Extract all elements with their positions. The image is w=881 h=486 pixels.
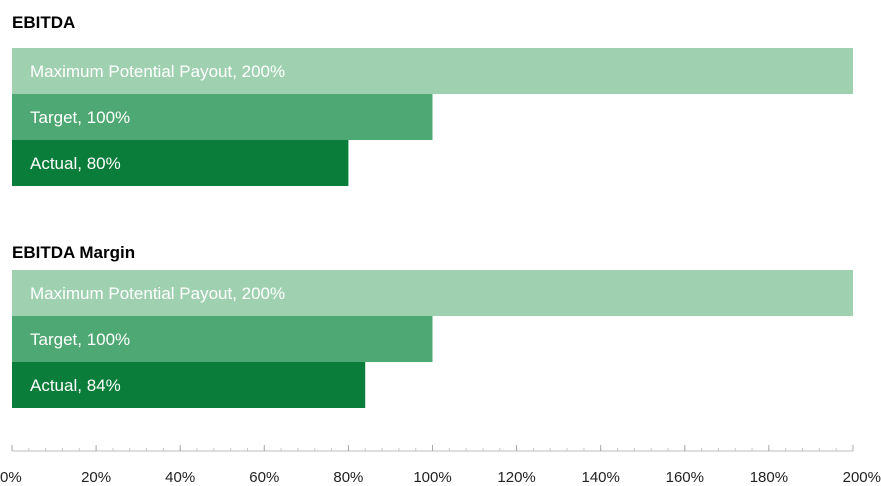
bar-group: EBITDA Maximum Potential Payout, 200% Targ…	[12, 13, 853, 186]
bar-label: Actual, 80%	[30, 154, 121, 173]
x-tick-label: 160%	[666, 469, 704, 486]
x-tick-label: 40%	[165, 469, 195, 486]
bar	[12, 94, 433, 140]
x-tick-label: 140%	[582, 469, 620, 486]
bar	[12, 48, 853, 94]
bar	[12, 140, 349, 186]
bar	[12, 316, 433, 362]
group-title: EBITDA	[12, 13, 75, 32]
x-tick-label: 60%	[249, 469, 279, 486]
bar-label: Target, 100%	[30, 108, 130, 127]
x-tick-label: 100%	[413, 469, 451, 486]
x-axis: 0% 20% 40% 60% 80% 100% 120% 140% 160% 180% 200%	[0, 445, 881, 486]
bar	[12, 270, 853, 316]
bar-groups: EBITDA Maximum Potential Payout, 200% Targ…	[12, 13, 853, 408]
bar	[12, 362, 366, 408]
group-title: EBITDA Margin	[12, 243, 135, 262]
bar-label: Target, 100%	[30, 330, 130, 349]
x-tick-label: 0%	[0, 469, 22, 486]
x-tick-label: 180%	[750, 469, 788, 486]
x-tick-label: 20%	[81, 469, 111, 486]
x-tick-label: 80%	[333, 469, 363, 486]
bar-label: Maximum Potential Payout, 200%	[30, 284, 285, 303]
x-tick-label: 200%	[843, 469, 881, 486]
bar-group: EBITDA Margin Maximum Potential Payout, 2…	[12, 243, 853, 408]
x-tick-label: 120%	[497, 469, 535, 486]
bar-label: Actual, 84%	[30, 376, 121, 395]
bar-label: Maximum Potential Payout, 200%	[30, 62, 285, 81]
